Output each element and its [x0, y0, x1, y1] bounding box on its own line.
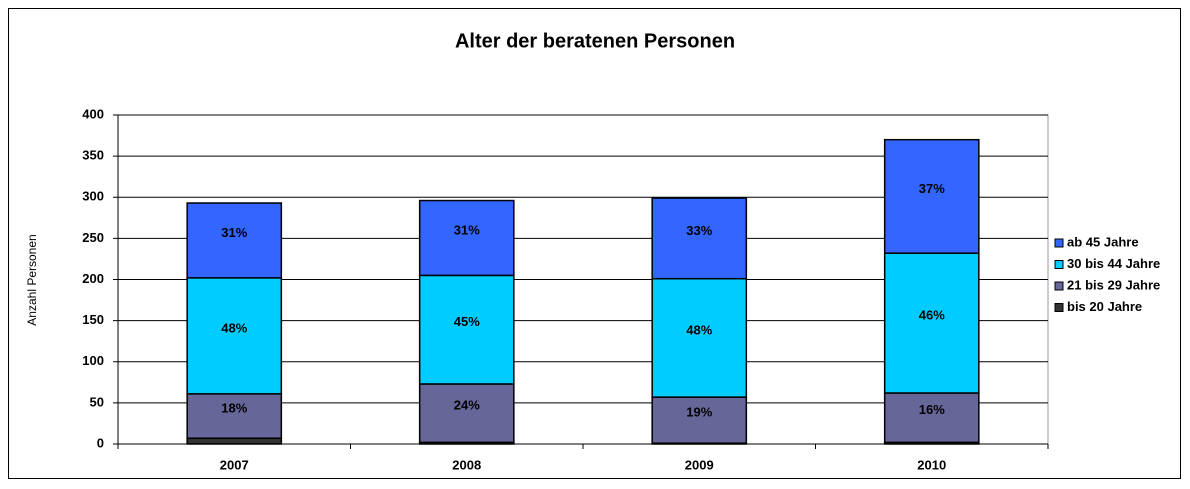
legend-swatch [1054, 303, 1064, 312]
data-label: 19% [686, 405, 712, 420]
y-tick-label: 350 [82, 148, 104, 163]
y-tick-label: 200 [82, 271, 104, 286]
bar-segment [418, 274, 515, 385]
y-tick-label: 300 [82, 189, 104, 204]
data-label: 48% [686, 322, 712, 337]
bar-segment [883, 252, 980, 394]
bar-segment [186, 437, 283, 445]
bar-segment [651, 277, 748, 398]
bar-segment [186, 277, 283, 395]
y-tick-label: 100 [82, 353, 104, 368]
data-label: 48% [221, 320, 247, 335]
data-label: 37% [919, 181, 945, 196]
legend-swatch [1054, 260, 1064, 269]
legend-label: 30 bis 44 Jahre [1067, 256, 1160, 271]
legend-label: bis 20 Jahre [1067, 299, 1142, 314]
bar-segment [418, 199, 515, 277]
y-tick-label: 150 [82, 312, 104, 327]
bar-segment [186, 202, 283, 279]
data-label: 16% [919, 402, 945, 417]
x-tick-label: 2009 [685, 457, 714, 472]
y-axis-label: Anzahl Personen [25, 234, 39, 325]
data-label: 45% [454, 314, 480, 329]
legend-label: 21 bis 29 Jahre [1067, 277, 1160, 292]
data-label: 31% [454, 222, 480, 237]
y-tick-label: 400 [82, 106, 104, 121]
data-label: 46% [919, 308, 945, 323]
bar-segment [651, 197, 748, 280]
data-label: 33% [686, 223, 712, 238]
bar-segment [883, 138, 980, 254]
bar-segment [883, 392, 980, 444]
data-label: 24% [454, 398, 480, 413]
legend-swatch [1054, 281, 1064, 291]
data-label: 18% [221, 400, 247, 415]
y-tick-label: 50 [90, 394, 104, 409]
legend-label: ab 45 Jahre [1067, 234, 1139, 249]
y-tick-label: 250 [82, 230, 104, 245]
x-tick-label: 2008 [452, 457, 481, 472]
x-tick-label: 2007 [220, 457, 249, 472]
x-tick-label: 2010 [917, 457, 946, 472]
y-tick-label: 0 [97, 435, 104, 450]
chart-title: Alter der beratenen Personen [455, 30, 735, 52]
bar-segment [418, 383, 515, 444]
bar-segment [186, 393, 283, 439]
legend-swatch [1054, 238, 1064, 248]
data-label: 31% [221, 225, 247, 240]
